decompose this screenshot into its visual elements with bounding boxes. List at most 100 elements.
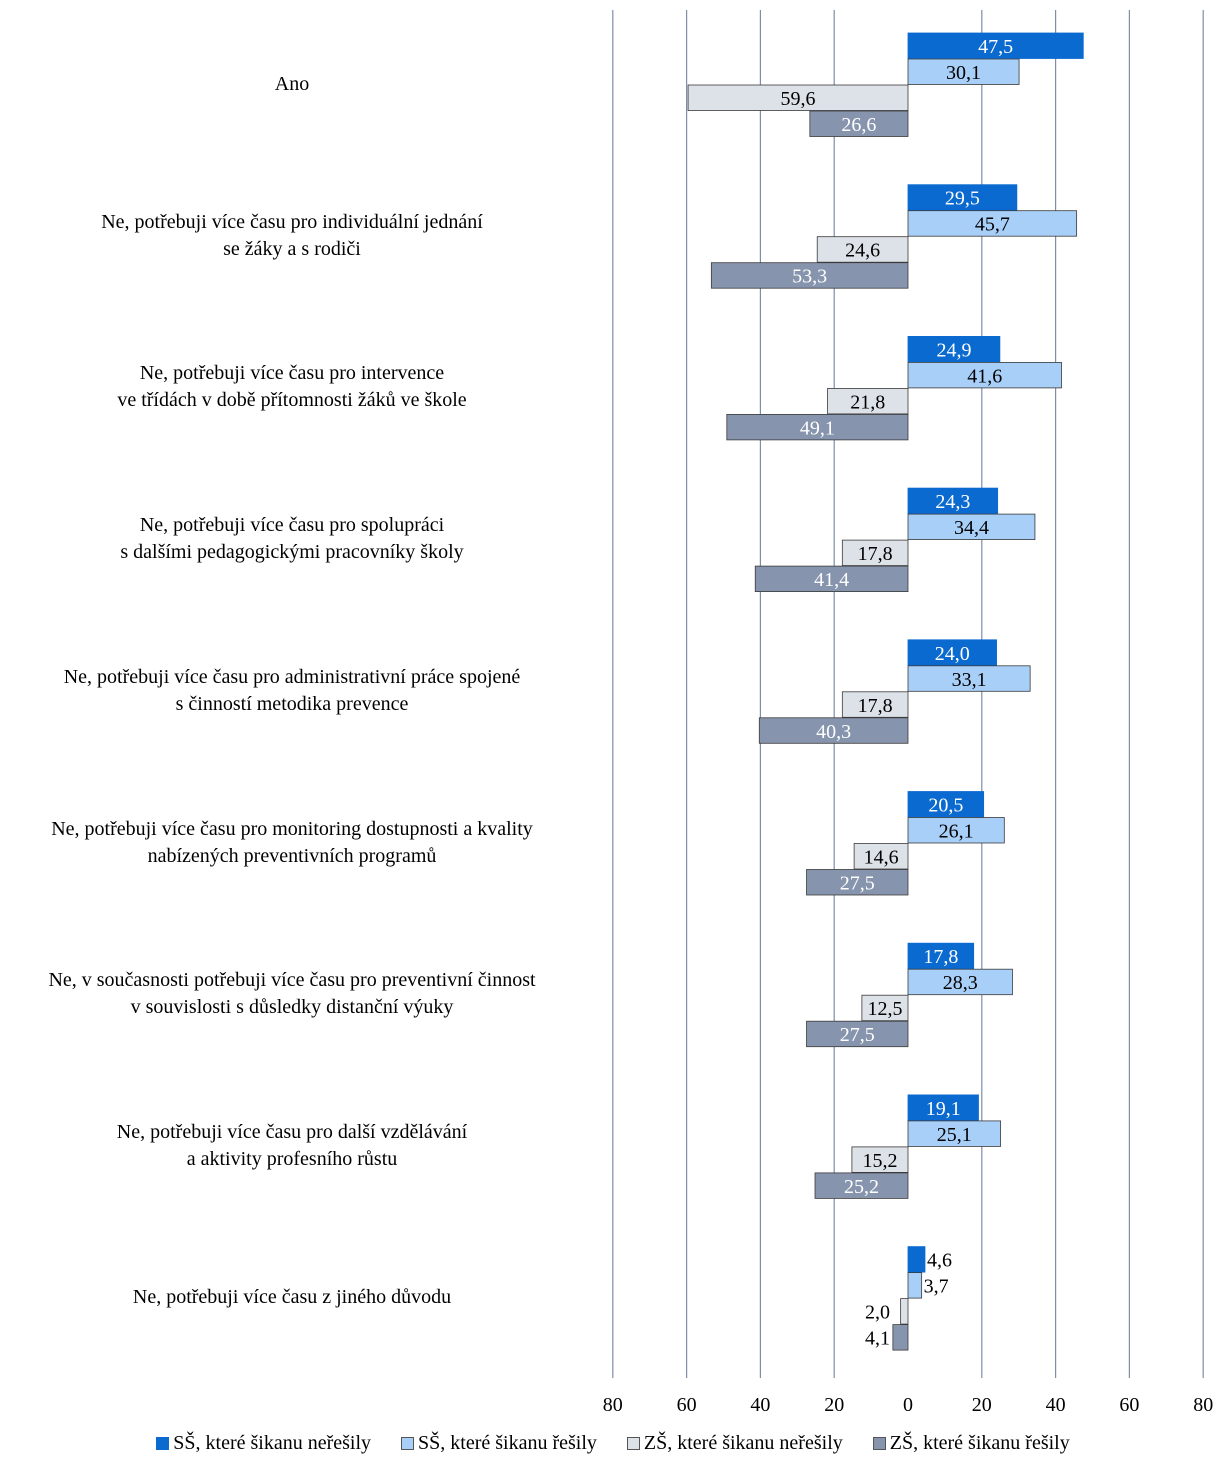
category-label-line: v souvislosti s důsledky distanční výuky	[130, 996, 454, 1019]
bar	[907, 1246, 926, 1273]
bar	[900, 1298, 909, 1325]
category-label: Ano	[0, 71, 592, 98]
data-label: 15,2	[862, 1150, 897, 1172]
data-label: 14,6	[864, 847, 899, 869]
data-label: 20,5	[928, 795, 963, 817]
bar	[907, 791, 985, 818]
data-label: 47,5	[978, 36, 1013, 58]
data-label: 17,8	[858, 543, 893, 565]
chart: 47,5 30,1 59,6 26,6 29,5 45,7 24,6 53,3 24,9 41,6…	[603, 10, 1213, 1416]
x-tick-label: 20	[972, 1394, 992, 1416]
legend-item: ZŠ, které šikanu řešily	[872, 1431, 1070, 1455]
data-label: 41,4	[814, 569, 849, 591]
data-label: 34,4	[954, 517, 989, 539]
bar	[687, 84, 909, 111]
bar	[806, 869, 909, 896]
legend-label: ZŠ, které šikanu řešily	[889, 1431, 1070, 1454]
data-label: 30,1	[946, 62, 981, 84]
category-label: Ne, potřebuji více času pro administrati…	[0, 664, 592, 718]
category-label: Ne, v současnosti potřebuji více času pr…	[0, 967, 592, 1021]
data-label: 24,9	[936, 339, 971, 361]
legend-label: SŠ, které šikanu neřešily	[173, 1431, 372, 1454]
data-label: 19,1	[926, 1098, 961, 1120]
bar	[907, 361, 1062, 389]
data-label: 33,1	[952, 669, 987, 691]
bar	[907, 210, 1078, 237]
data-label: 27,5	[840, 873, 875, 895]
category-label: Ne, potřebuji více času pro další vzdělá…	[0, 1119, 592, 1173]
category-label-line: Ne, potřebuji více času pro další vzdělá…	[116, 1120, 468, 1143]
category-label-line: Ne, potřebuji více času pro administrati…	[63, 665, 521, 688]
bars: 47,5 30,1 59,6 26,6 29,5 45,7 24,6 53,3 24,9 41,6…	[687, 32, 1084, 1351]
data-label: 4,6	[927, 1250, 952, 1272]
category-label: Ne, potřebuji více času pro monitoring d…	[0, 816, 592, 870]
x-tick-label: 40	[1046, 1394, 1066, 1416]
bar	[726, 413, 909, 441]
data-label: 3,7	[924, 1276, 949, 1298]
data-label: 53,3	[792, 266, 827, 288]
category-label-line: Ano	[274, 72, 310, 95]
bar	[907, 487, 999, 515]
category-label: Ne, potřebuji více času pro spolupráci s …	[0, 512, 592, 566]
data-label: 17,8	[858, 695, 893, 717]
bar	[841, 691, 909, 718]
category-label-line: Ne, v současnosti potřebuji více času pr…	[48, 969, 536, 992]
bar	[853, 843, 909, 870]
x-tick-label: 80	[603, 1394, 623, 1416]
data-label: 28,3	[943, 972, 978, 994]
data-label: 26,1	[939, 821, 974, 843]
data-label: 17,8	[923, 946, 958, 968]
category-label-line: se žáky a s rodiči	[223, 237, 361, 260]
data-label: 24,0	[935, 643, 970, 665]
category-label-line: Ne, potřebuji více času pro intervence	[139, 362, 445, 385]
bar	[814, 1172, 909, 1199]
bar	[907, 32, 1084, 59]
legend-swatch	[156, 1436, 170, 1450]
data-label: 25,1	[937, 1124, 972, 1146]
legend-swatch	[401, 1436, 415, 1450]
legend-label: SŠ, které šikanu řešily	[418, 1431, 597, 1454]
legend-item: SŠ, které šikanu řešily	[401, 1432, 597, 1455]
bar	[816, 236, 909, 263]
category-label-line: ve třídách v době přítomnosti žáků ve šk…	[117, 389, 467, 412]
data-label: 40,3	[816, 721, 851, 743]
legend: SŠ, které šikanu neřešily SŠ, které šikan…	[0, 1428, 1226, 1458]
data-label: 12,5	[867, 998, 902, 1020]
bar	[809, 110, 909, 137]
x-tick-label: 40	[750, 1394, 770, 1416]
bar	[907, 1272, 923, 1299]
legend-item: ZŠ, které šikanu neřešily	[626, 1432, 843, 1455]
bar	[754, 565, 909, 592]
data-label: 4,1	[865, 1328, 890, 1350]
data-label: 2,0	[865, 1302, 890, 1324]
data-label: 59,6	[781, 88, 816, 110]
bar	[907, 942, 975, 970]
data-label: 49,1	[800, 417, 835, 439]
x-tick-label: 60	[1119, 1394, 1139, 1416]
category-label: Ne, potřebuji více času pro intervence ve…	[0, 360, 592, 414]
category-label: Ne, potřebuji více času z jiného důvodu	[0, 1284, 592, 1311]
x-tick-label: 20	[824, 1394, 844, 1416]
x-tick-label: 60	[677, 1394, 697, 1416]
bar	[907, 665, 1031, 692]
data-label: 24,6	[845, 240, 880, 262]
data-label: 45,7	[975, 214, 1010, 236]
legend-swatch	[626, 1436, 640, 1450]
bar	[758, 717, 909, 744]
bar	[710, 262, 909, 289]
bar	[907, 1094, 979, 1121]
bar	[907, 1120, 1002, 1147]
category-label: Ne, potřebuji více času pro individuální…	[0, 209, 592, 263]
data-label: 26,6	[841, 114, 876, 136]
category-label-line: nabízených preventivních programů	[147, 844, 437, 867]
bar	[827, 387, 909, 415]
legend-item: SŠ, které šikanu neřešily	[156, 1432, 371, 1455]
data-label: 41,6	[967, 365, 1002, 387]
bar	[907, 335, 1001, 363]
category-label-line: Ne, potřebuji více času pro individuální…	[101, 210, 483, 233]
bar	[907, 817, 1005, 844]
x-tick-label: 0	[903, 1394, 913, 1416]
bar	[907, 184, 1018, 211]
data-label: 27,5	[840, 1024, 875, 1046]
x-axis-ticks: 80 60 40 20 0 20 40 60 80	[603, 1394, 1213, 1416]
